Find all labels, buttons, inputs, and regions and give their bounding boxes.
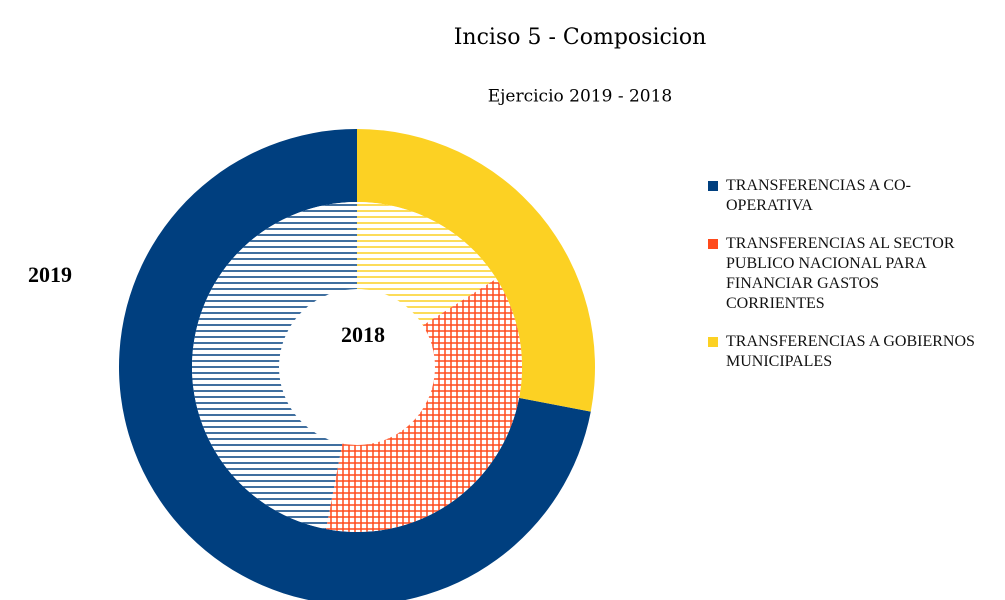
legend-label: TRANSFERENCIAS A GOBIERNOS MUNICIPALES bbox=[726, 333, 975, 370]
legend-swatch bbox=[708, 337, 718, 347]
legend-item: TRANSFERENCIAS A CO-OPERATIVA bbox=[708, 176, 978, 216]
ring-label: 2019 bbox=[28, 262, 72, 287]
chart-title: Inciso 5 - Composicion bbox=[454, 25, 707, 50]
donut-slice bbox=[357, 202, 497, 326]
legend: TRANSFERENCIAS A CO-OPERATIVA TRANSFERENC… bbox=[708, 176, 978, 390]
donut-slice bbox=[191, 202, 357, 530]
donut-slice bbox=[357, 129, 596, 412]
legend-item: TRANSFERENCIAS A GOBIERNOS MUNICIPALES bbox=[708, 332, 978, 372]
legend-item: TRANSFERENCIAS AL SECTOR PUBLICO NACIONA… bbox=[708, 234, 978, 314]
legend-swatch bbox=[708, 239, 718, 249]
chart-subtitle: Ejercicio 2019 - 2018 bbox=[488, 87, 673, 107]
ring-label: 2018 bbox=[341, 322, 385, 347]
legend-swatch bbox=[708, 181, 718, 191]
legend-label: TRANSFERENCIAS A CO-OPERATIVA bbox=[726, 177, 911, 214]
donut-slice bbox=[119, 129, 591, 600]
donut-slice bbox=[326, 278, 522, 532]
legend-label: TRANSFERENCIAS AL SECTOR PUBLICO NACIONA… bbox=[726, 235, 955, 312]
